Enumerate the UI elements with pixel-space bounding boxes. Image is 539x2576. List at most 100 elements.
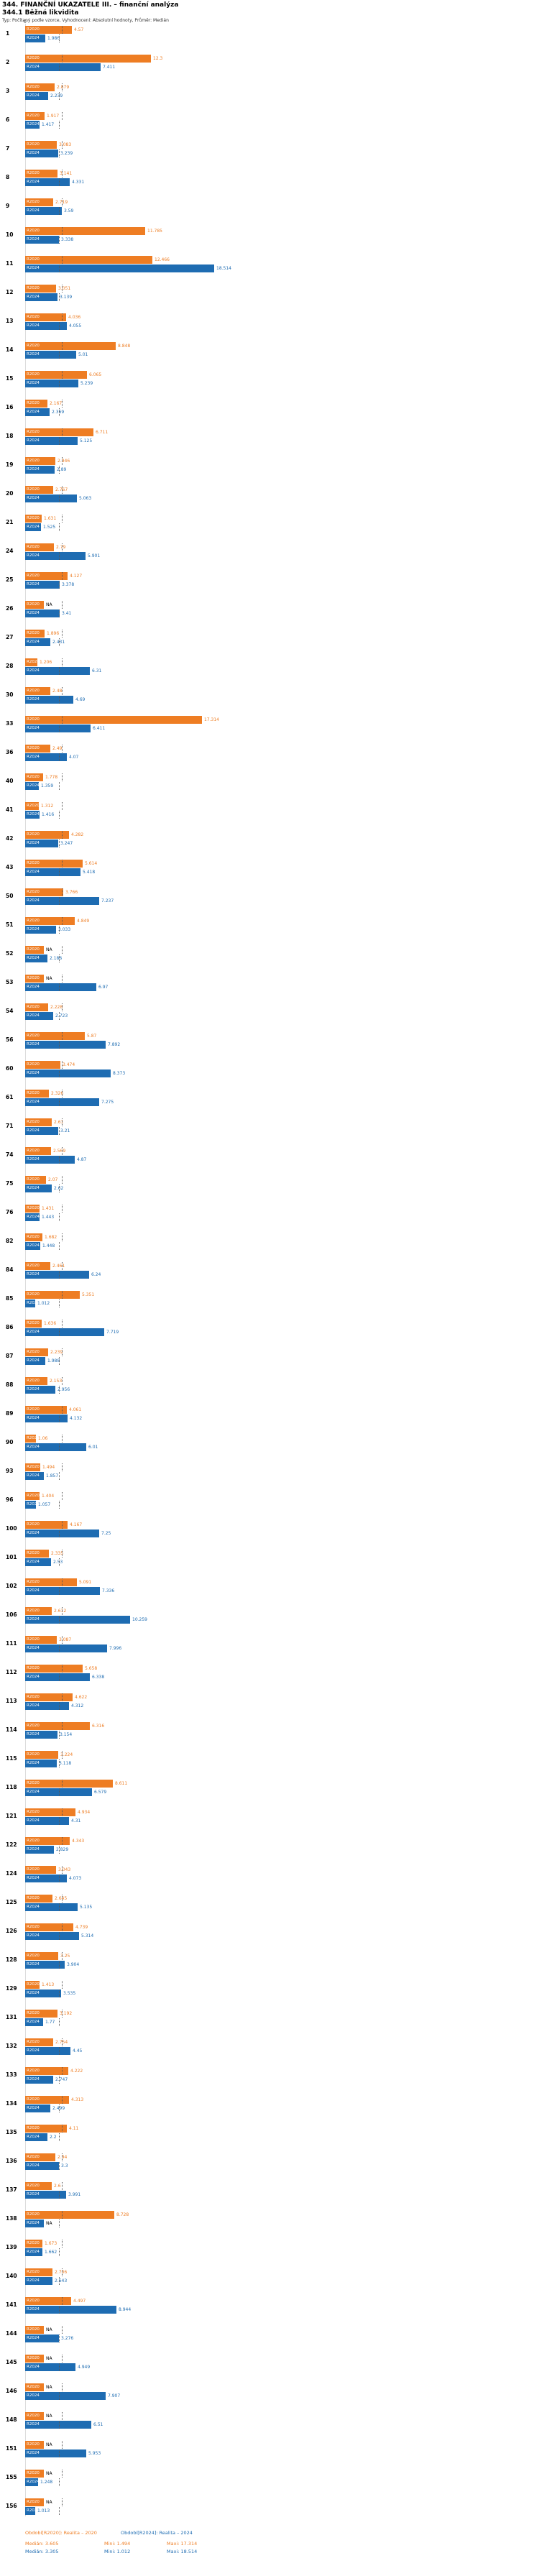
bar-r2020: R2020 <box>25 285 56 293</box>
bar-value-r2024: 7.996 <box>109 1646 122 1651</box>
bar-series-label: R2020 <box>27 1954 40 1958</box>
bar-value-r2020: 4.061 <box>69 1407 82 1412</box>
chart-row: 132 R2020 2.754 R2024 4.45 <box>0 2038 539 2067</box>
bar-r2020: R2020 <box>25 486 53 494</box>
row-id-label: 85 <box>6 1295 14 1302</box>
bar-r2020: R2020 <box>25 1693 73 1701</box>
median-marker-r2020 <box>62 2153 63 2161</box>
chart-row: 138 R2020 8.728 R2024 NA <box>0 2211 539 2240</box>
bar-value-r2020: 1.494 <box>42 1465 55 1470</box>
bar-value-r2020: 3.474 <box>63 1062 75 1067</box>
bar-series-label: R2020 <box>27 1695 40 1699</box>
bar-series-label: R2024 <box>27 2336 40 2340</box>
chart-row: 100 R2020 4.167 R2024 7.25 <box>0 1521 539 1550</box>
bar-value-r2024: 3.3 <box>61 2163 68 2168</box>
row-id-label: 96 <box>6 1496 14 1503</box>
median-marker-r2020 <box>62 371 63 379</box>
bar-series-label: R2024 <box>27 2221 40 2225</box>
row-id-label: 33 <box>6 720 14 727</box>
bar-series-label: R2020 <box>27 1724 40 1728</box>
median-marker-r2024 <box>59 1328 60 1336</box>
bar-value-r2024: 3.535 <box>63 1991 76 1996</box>
bar-r2020: R2020 <box>25 1147 51 1155</box>
row-id-label: 148 <box>6 2416 17 2423</box>
chart-row: 51 R2020 4.849 R2024 3.033 <box>0 917 539 946</box>
bar-r2024: R2024 <box>25 1213 40 1221</box>
median-marker-r2020 <box>62 2297 63 2305</box>
median-marker-r2020 <box>62 227 63 235</box>
bar-r2024: R2024 <box>25 1961 65 1969</box>
bar-value-r2020: NA <box>46 2385 52 2390</box>
bar-value-r2024: 1.248 <box>40 2480 53 2485</box>
row-id-label: 121 <box>6 1813 17 1819</box>
median-marker-r2024 <box>59 1127 60 1135</box>
chart-footer: Období[R2020]: Realita – 2020 Období[R20… <box>0 2530 539 2573</box>
row-id-label: 134 <box>6 2100 17 2107</box>
bar-series-label: R2020 <box>27 1350 40 1354</box>
bar-value-r2020: 3.051 <box>58 286 71 291</box>
bar-series-label: R2024 <box>27 1560 40 1564</box>
median-marker-r2024 <box>59 897 60 905</box>
bar-r2020: R2020 <box>25 2211 114 2219</box>
bar-value-r2024: 5.418 <box>83 870 96 875</box>
chart-row: 145 R2020 NA R2024 4.949 <box>0 2355 539 2383</box>
median-marker-r2024 <box>59 1300 60 1307</box>
chart-row: 11 R2020 12.466 R2024 18.514 <box>0 256 539 285</box>
row-id-label: 114 <box>6 1726 17 1733</box>
chart-row: 102 R2020 5.091 R2024 7.336 <box>0 1578 539 1607</box>
bar-r2020: R2020 <box>25 658 37 666</box>
bar-series-label: R2024 <box>27 381 40 385</box>
bar-value-r2024: 5.314 <box>81 1933 94 1938</box>
bar-value-r2020: NA <box>46 2442 52 2447</box>
row-id-label: 61 <box>6 1094 14 1100</box>
median-marker-r2024 <box>59 2133 60 2141</box>
bar-value-r2020: 8.848 <box>118 344 131 349</box>
bar-r2024: R2024 <box>25 724 91 732</box>
bar-value-r2024: 4.331 <box>72 180 85 185</box>
chart-row: 134 R2020 4.313 R2024 2.499 <box>0 2096 539 2125</box>
bar-r2020: R2020 <box>25 1032 85 1040</box>
bar-r2024: R2024 <box>25 437 78 445</box>
median-marker-r2024 <box>59 2277 60 2285</box>
row-id-label: 122 <box>6 1841 17 1848</box>
chart-row: 10 R2020 11.785 R2024 3.338 <box>0 227 539 256</box>
chart-row: 75 R2020 2.07 R2024 2.62 <box>0 1176 539 1205</box>
chart-row: 56 R2020 5.87 R2024 7.892 <box>0 1032 539 1061</box>
chart-row: 2 R2020 12.3 R2024 7.411 <box>0 55 539 83</box>
bar-r2020: R2020 <box>25 1981 40 1989</box>
report-subtitle: 344.1 Běžná likvidita <box>2 9 79 17</box>
bar-r2024: R2024 <box>25 2478 38 2486</box>
bar-r2020: R2020 <box>25 543 54 551</box>
bar-value-r2020: 2.167 <box>50 401 63 406</box>
bar-value-r2024: 3.247 <box>60 841 73 846</box>
bar-value-r2020: 3.25 <box>60 1954 70 1959</box>
row-id-label: 131 <box>6 2014 17 2020</box>
bar-value-r2020: 2.879 <box>57 85 70 90</box>
bar-r2024: R2024 <box>25 954 47 962</box>
bar-value-r2020: 12.3 <box>153 56 163 61</box>
bar-value-r2020: 4.11 <box>69 2126 79 2131</box>
median-marker-r2020 <box>62 2182 63 2190</box>
bar-series-label: R2024 <box>27 697 40 702</box>
bar-r2020: R2020 <box>25 2096 69 2104</box>
bar-value-r2020: 17.314 <box>204 717 219 722</box>
median-marker-r2020 <box>62 1952 63 1960</box>
bar-r2020: R2020 <box>25 1435 36 1443</box>
chart-row: 118 R2020 8.611 R2024 6.579 <box>0 1780 539 1808</box>
row-id-label: 18 <box>6 433 14 439</box>
bar-series-label: R2024 <box>27 611 40 615</box>
bar-series-label: R2024 <box>27 1473 40 1478</box>
median-marker-r2024 <box>59 466 60 474</box>
chart-row: 30 R2020 2.48 R2024 4.69 <box>0 687 539 716</box>
bar-series-label: R2024 <box>27 812 40 816</box>
bar-r2024: R2024 <box>25 1386 55 1394</box>
bar-r2024: R2024 <box>25 1530 99 1537</box>
bar-series-label: R2020 <box>27 545 40 549</box>
bar-value-r2024: 6.01 <box>88 1445 98 1450</box>
row-id-label: 146 <box>6 2388 17 2394</box>
median-marker-r2020 <box>62 1320 63 1328</box>
median-marker-r2020 <box>62 1147 63 1155</box>
chart-row: 111 R2020 3.087 R2024 7.996 <box>0 1636 539 1665</box>
bar-r2020: R2020 <box>25 2297 71 2305</box>
bar-r2024: R2024 <box>25 293 57 301</box>
